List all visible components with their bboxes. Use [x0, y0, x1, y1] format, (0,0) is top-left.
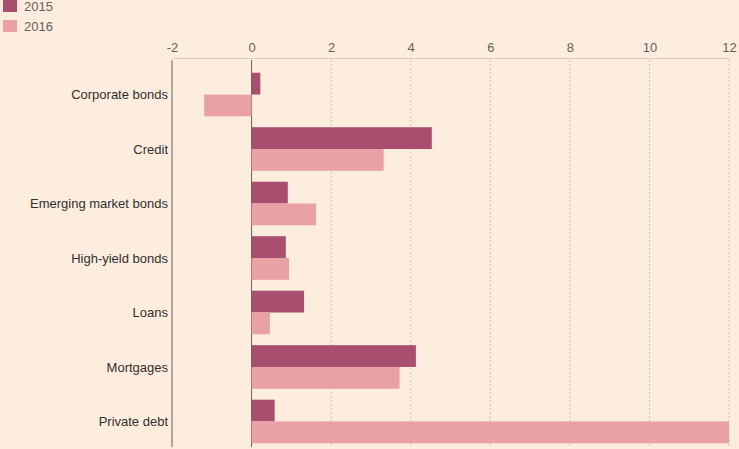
legend: 2015 2016 [3, 0, 53, 34]
legend-label: 2016 [24, 19, 53, 34]
tick: 0 [248, 40, 255, 58]
category-label: Corporate bonds [71, 87, 168, 102]
tick: -2 [167, 40, 179, 58]
tick-label: 0 [248, 40, 255, 55]
bar [252, 367, 400, 389]
bars [204, 73, 729, 444]
bar [252, 182, 288, 204]
bar [252, 312, 270, 334]
tick: 6 [487, 40, 494, 58]
grid [172, 60, 729, 447]
tick-label: -2 [167, 40, 179, 55]
bar [252, 236, 286, 258]
grid-line [569, 60, 570, 447]
bar [252, 127, 432, 149]
tick-label: 10 [643, 40, 657, 55]
category-label: High-yield bonds [71, 251, 168, 266]
bar [204, 95, 251, 117]
bar [252, 421, 729, 443]
bar [252, 73, 261, 95]
tick: 10 [643, 40, 657, 58]
category-label: Emerging market bonds [30, 196, 169, 211]
grid-line [729, 60, 730, 447]
bar [252, 258, 289, 280]
tick-label: 2 [328, 40, 335, 55]
tick-label: 4 [408, 40, 415, 55]
grid-line [490, 60, 491, 447]
category-label: Private debt [99, 414, 169, 429]
tick: 8 [567, 40, 574, 58]
grid-line [172, 60, 173, 447]
tick-label: 12 [722, 40, 736, 55]
category-label: Credit [133, 142, 168, 157]
legend-swatch [3, 0, 17, 12]
bar [252, 204, 316, 226]
axis-line [173, 58, 730, 59]
category-label: Loans [133, 305, 169, 320]
legend-swatch [3, 20, 17, 32]
bar [252, 400, 275, 422]
background [0, 0, 739, 449]
bar [252, 291, 305, 313]
tick-label: 6 [487, 40, 494, 55]
legend-label: 2015 [24, 0, 53, 14]
tick-label: 8 [567, 40, 574, 55]
tick: 12 [722, 40, 736, 58]
grid-line [410, 60, 411, 447]
grid-line [649, 60, 650, 447]
bar [252, 345, 416, 367]
tick: 2 [328, 40, 335, 58]
x-axis: -2 0 2 4 6 8 10 12 [167, 40, 737, 59]
bar [252, 149, 384, 171]
category-label: Mortgages [107, 360, 169, 375]
chart: -2 0 2 4 6 8 10 12 Corporate bonds Credit Emerging… [0, 0, 739, 449]
grid-line [331, 60, 332, 447]
tick: 4 [408, 40, 415, 58]
category-labels: Corporate bonds Credit Emerging market bon… [30, 87, 169, 429]
